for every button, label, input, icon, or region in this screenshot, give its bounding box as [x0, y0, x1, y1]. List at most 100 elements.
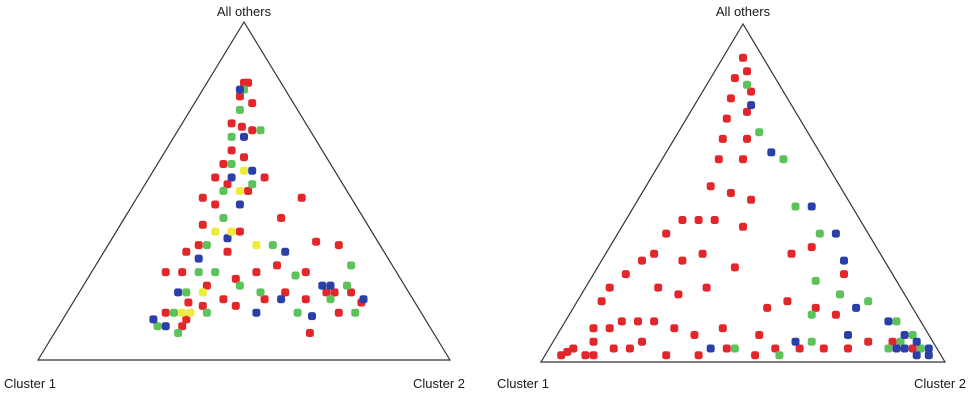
data-point-red — [743, 134, 751, 143]
ternary-plot-right: All others Cluster 1 Cluster 2 — [497, 4, 966, 391]
data-point-green — [227, 160, 236, 168]
data-point-red — [589, 324, 598, 333]
data-point-red — [223, 180, 232, 189]
data-point-red — [235, 92, 244, 101]
data-point-blue — [240, 132, 248, 141]
data-point-red — [650, 317, 659, 326]
data-point-red — [908, 344, 917, 353]
data-point-blue — [318, 281, 327, 290]
data-point-red — [743, 107, 751, 116]
data-point-red — [795, 344, 804, 353]
data-point-red — [609, 344, 618, 353]
data-point-red — [771, 344, 780, 353]
data-point-yellow — [227, 227, 236, 236]
data-point-green — [908, 331, 917, 339]
data-point-red — [211, 173, 220, 182]
data-point-blue — [194, 254, 203, 263]
data-point-green — [202, 308, 211, 317]
data-point-red — [273, 261, 281, 270]
data-point-red — [223, 247, 232, 256]
data-point-green — [811, 276, 820, 285]
data-point-red — [718, 134, 727, 143]
data-point-red — [211, 200, 220, 209]
data-point-blue — [277, 295, 286, 304]
data-point-green — [219, 187, 228, 195]
data-point-red — [670, 324, 679, 333]
data-point-red — [787, 249, 796, 258]
data-point-red — [227, 146, 236, 155]
data-point-green — [347, 261, 356, 270]
data-point-red — [743, 67, 751, 76]
ternary-plot-left: All others Cluster 1 Cluster 2 — [4, 4, 465, 391]
data-point-red — [194, 241, 203, 250]
data-point-red — [198, 193, 207, 202]
data-point-green — [755, 128, 764, 137]
data-point-red — [557, 351, 566, 360]
data-point-red — [178, 322, 187, 331]
data-point-green — [174, 329, 183, 337]
data-point-red — [248, 126, 257, 135]
data-point-red — [597, 297, 606, 306]
data-point-red — [605, 283, 614, 292]
data-point-red — [260, 173, 269, 182]
data-point-red — [621, 270, 630, 279]
data-point-red — [739, 53, 747, 62]
data-point-green — [916, 344, 925, 353]
data-point-green — [194, 268, 203, 277]
data-point-green — [256, 126, 265, 135]
data-point-blue — [308, 312, 316, 321]
data-point-blue — [900, 331, 909, 339]
data-point-blue — [852, 303, 861, 312]
data-point-green — [815, 229, 824, 238]
data-point-blue — [912, 337, 921, 346]
data-point-red — [589, 351, 598, 360]
data-point-red — [698, 249, 707, 258]
data-point-red — [726, 189, 735, 197]
data-point-red — [182, 315, 191, 324]
data-point-green — [807, 337, 816, 346]
data-point-blue — [884, 317, 893, 326]
data-point-red — [710, 216, 719, 224]
data-point-yellow — [235, 187, 244, 195]
data-point-red — [726, 94, 735, 103]
data-point-red — [240, 153, 248, 162]
data-point-red — [864, 337, 873, 346]
data-point-blue — [840, 256, 848, 265]
data-point-red — [888, 337, 897, 346]
data-point-red — [674, 290, 683, 299]
data-point-blue — [235, 200, 244, 209]
data-point-red — [730, 263, 739, 272]
data-point-green — [211, 268, 220, 277]
data-point-green — [227, 132, 236, 141]
data-point-red — [617, 317, 626, 326]
data-point-red — [747, 195, 756, 204]
data-point-blue — [235, 85, 244, 94]
data-point-blue — [924, 351, 933, 360]
data-point-red — [625, 344, 634, 353]
data-point-red — [184, 298, 193, 307]
data-point-blue — [149, 315, 158, 324]
data-point-red — [783, 297, 792, 306]
data-point-green — [892, 317, 901, 326]
data-point-red — [722, 114, 731, 123]
data-point-red — [807, 243, 816, 252]
data-point-red — [301, 295, 310, 304]
data-point-red — [747, 87, 756, 96]
data-point-green — [248, 180, 257, 189]
data-point-red — [330, 288, 339, 297]
data-point-green — [170, 308, 178, 317]
data-point-green — [351, 308, 360, 317]
data-point-green — [791, 202, 800, 211]
data-point-red — [563, 347, 572, 356]
data-point-green — [884, 344, 893, 353]
data-point-red — [638, 256, 646, 265]
data-point-green — [896, 337, 905, 346]
data-point-red — [662, 351, 671, 360]
data-point-blue — [706, 344, 715, 353]
points-layer — [557, 53, 933, 360]
data-point-green — [779, 155, 788, 164]
data-point-red — [811, 303, 820, 312]
data-point-green — [235, 281, 244, 290]
data-point-red — [678, 256, 687, 265]
